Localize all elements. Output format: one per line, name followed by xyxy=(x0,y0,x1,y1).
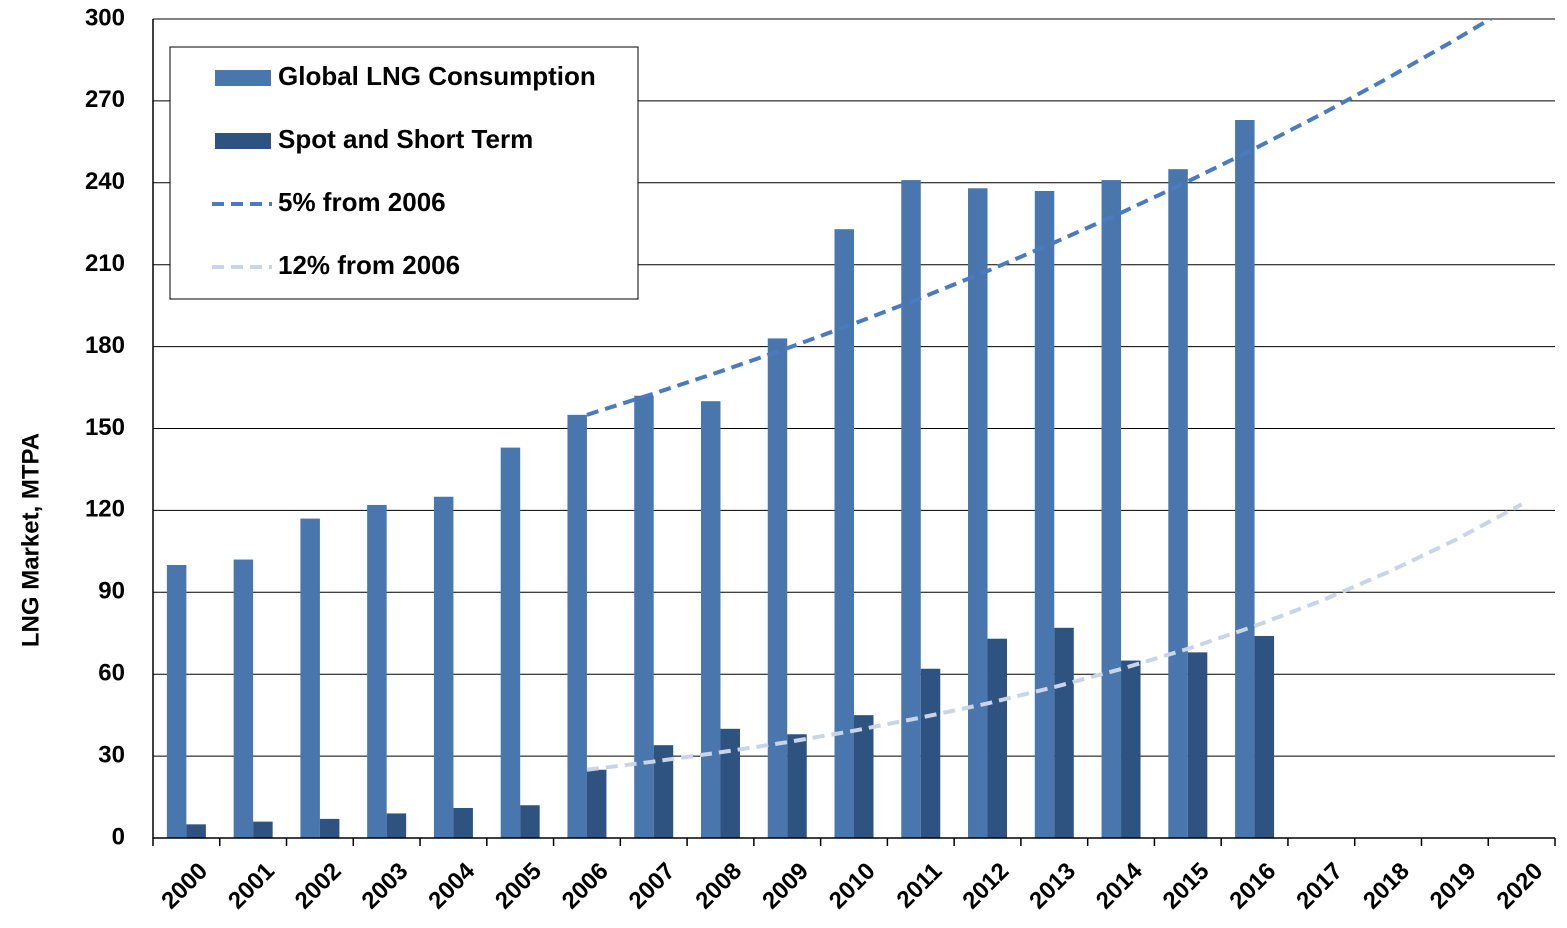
bar xyxy=(1054,627,1074,838)
y-tick-label: 180 xyxy=(85,332,125,359)
y-tick-label: 240 xyxy=(85,168,125,195)
bar xyxy=(253,821,273,838)
x-tick-label: 2012 xyxy=(957,858,1014,915)
x-tick-label: 2010 xyxy=(824,858,881,915)
bar xyxy=(653,745,674,838)
bar xyxy=(319,818,340,838)
x-tick-label: 2018 xyxy=(1358,858,1415,915)
bar xyxy=(1235,120,1255,838)
x-tick-label: 2006 xyxy=(557,858,614,915)
y-tick-label: 0 xyxy=(112,823,125,850)
bar xyxy=(834,229,854,838)
bar xyxy=(787,734,807,838)
bar xyxy=(720,728,740,838)
x-tick-label: 2005 xyxy=(490,858,547,915)
bar xyxy=(634,395,654,838)
bar xyxy=(767,338,788,838)
y-tick-label: 150 xyxy=(85,414,125,441)
trend-line xyxy=(586,502,1523,772)
bar xyxy=(367,504,387,838)
x-tick-label: 2015 xyxy=(1158,858,1215,915)
bar xyxy=(1034,190,1055,839)
y-tick-label: 90 xyxy=(98,578,125,605)
bar xyxy=(433,496,454,838)
x-tick-label: 2009 xyxy=(757,858,814,915)
y-tick-label: 210 xyxy=(85,250,125,277)
bar xyxy=(453,807,473,838)
bar xyxy=(567,414,587,838)
lines xyxy=(586,19,1523,772)
trend-line xyxy=(586,19,1494,417)
y-tick-label: 300 xyxy=(85,4,125,31)
x-tick-label: 2016 xyxy=(1224,858,1281,915)
legend-label: Spot and Short Term xyxy=(278,124,533,154)
bar xyxy=(987,638,1008,838)
y-tick-label: 120 xyxy=(85,496,125,523)
bar xyxy=(854,715,874,838)
x-tick-label: 2002 xyxy=(290,858,347,915)
y-tick-label: 270 xyxy=(85,86,125,113)
y-tick-label: 30 xyxy=(98,741,125,768)
x-tick-label: 2011 xyxy=(892,858,948,914)
bar xyxy=(233,559,254,838)
bar xyxy=(166,565,187,838)
bar xyxy=(1254,635,1275,838)
bar xyxy=(968,188,988,838)
y-axis-label: LNG Market, MTPA xyxy=(17,433,44,647)
legend-swatch xyxy=(215,133,271,149)
x-tick-label: 2013 xyxy=(1024,858,1081,915)
legend-label: 5% from 2006 xyxy=(278,187,446,217)
legend-box xyxy=(169,46,639,300)
x-tick-label: 2004 xyxy=(423,857,480,914)
bar xyxy=(500,447,521,838)
x-tick-label: 2019 xyxy=(1425,858,1482,915)
x-tick-label: 2007 xyxy=(624,858,681,915)
bar xyxy=(186,824,206,838)
legend-swatch xyxy=(215,70,271,86)
x-tick-label: 2008 xyxy=(690,858,747,915)
legend-label: Global LNG Consumption xyxy=(278,61,596,91)
legend-label: 12% from 2006 xyxy=(278,250,460,280)
bar xyxy=(901,180,921,838)
y-tick-label: 60 xyxy=(98,660,125,687)
x-tick-label: 2000 xyxy=(156,858,213,915)
bar xyxy=(920,668,941,838)
bar xyxy=(520,805,540,838)
bar xyxy=(1187,652,1208,838)
bar xyxy=(586,769,607,838)
bar xyxy=(1101,180,1122,838)
x-tick-label: 2001 xyxy=(223,858,280,915)
x-tick-label: 2014 xyxy=(1091,857,1148,914)
x-tick-label: 2017 xyxy=(1291,858,1348,915)
bar xyxy=(1121,660,1141,838)
bar xyxy=(1168,169,1188,838)
x-tick-label: 2003 xyxy=(357,858,414,915)
bar xyxy=(386,813,407,838)
bar xyxy=(700,401,721,838)
bar xyxy=(300,518,320,838)
x-tick-label: 2020 xyxy=(1492,858,1549,915)
